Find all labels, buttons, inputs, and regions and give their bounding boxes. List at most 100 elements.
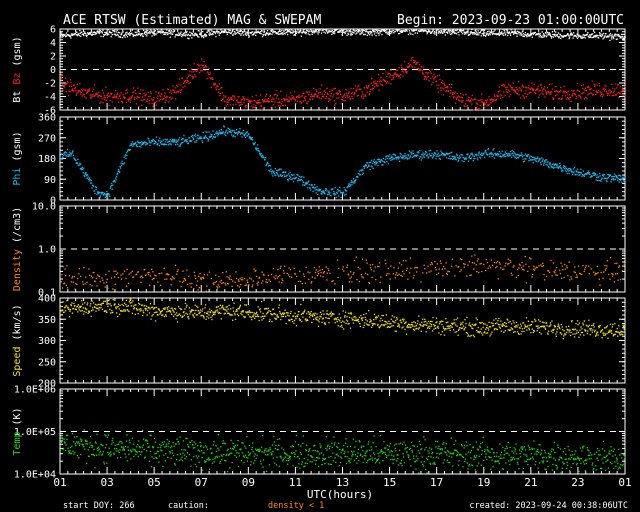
data-point (111, 101, 113, 103)
data-point (98, 307, 101, 309)
data-point (279, 267, 281, 269)
data-point (328, 31, 330, 33)
data-point (490, 32, 492, 34)
data-point (64, 268, 66, 270)
data-point (601, 95, 604, 97)
data-point (407, 278, 409, 280)
data-point (318, 266, 320, 268)
data-point (321, 268, 324, 271)
data-point (186, 30, 188, 33)
data-point (493, 261, 496, 264)
data-point (447, 270, 449, 272)
data-point (486, 99, 489, 101)
data-point (191, 282, 193, 285)
data-point (411, 66, 414, 68)
data-point (586, 33, 588, 35)
data-point (506, 31, 508, 33)
data-point (358, 280, 361, 283)
data-point (539, 158, 541, 160)
data-point (601, 33, 603, 35)
data-point (295, 30, 297, 32)
data-point (262, 273, 265, 276)
data-point (527, 35, 529, 37)
data-point (300, 35, 302, 37)
data-point (289, 92, 292, 94)
data-point (162, 139, 164, 141)
data-point (518, 31, 521, 34)
data-point (410, 57, 413, 59)
data-point (513, 89, 515, 91)
data-point (543, 162, 545, 164)
data-point (421, 70, 423, 72)
data-point (80, 163, 82, 165)
data-point (295, 32, 298, 34)
data-point (618, 174, 620, 177)
data-point (461, 154, 464, 156)
data-point (528, 160, 530, 162)
data-point (304, 31, 306, 33)
data-point (488, 153, 490, 155)
data-point (443, 83, 445, 85)
data-point (104, 96, 106, 98)
data-point (289, 176, 292, 178)
data-point (241, 32, 243, 35)
data-point (370, 31, 372, 33)
data-point (311, 95, 313, 97)
data-point (179, 32, 182, 34)
data-point (610, 34, 612, 37)
data-point (356, 278, 358, 281)
data-point (575, 96, 578, 98)
data-point (567, 97, 569, 99)
data-point (543, 164, 545, 166)
data-point (555, 90, 557, 92)
data-point (299, 270, 301, 273)
data-point (114, 31, 116, 33)
data-point (355, 256, 357, 258)
data-point (444, 86, 446, 89)
data-point (82, 281, 84, 283)
data-point (109, 30, 111, 32)
data-point (349, 34, 352, 36)
data-point (370, 267, 372, 269)
data-point (225, 284, 227, 286)
data-point (137, 140, 139, 142)
data-point (86, 308, 88, 311)
data-point (207, 71, 209, 73)
data-point (222, 99, 224, 101)
data-point (142, 96, 144, 98)
data-point (175, 84, 178, 86)
data-point (190, 140, 192, 143)
data-point (528, 34, 530, 36)
data-point (454, 275, 456, 277)
data-point (504, 153, 506, 156)
data-point (430, 72, 432, 75)
data-point (400, 31, 402, 33)
data-point (294, 98, 296, 100)
data-point (555, 164, 557, 166)
data-point (327, 191, 330, 193)
data-point (438, 155, 440, 157)
data-point (68, 275, 71, 277)
data-point (453, 155, 455, 157)
data-point (224, 282, 226, 284)
data-point (349, 183, 351, 186)
data-point (512, 154, 514, 156)
data-point (232, 280, 234, 282)
data-point (457, 28, 459, 30)
data-point (535, 159, 537, 161)
data-point (88, 178, 90, 180)
data-point (233, 95, 236, 97)
data-point (433, 32, 435, 34)
data-point (593, 172, 595, 174)
data-point (362, 93, 364, 95)
data-point (482, 154, 484, 157)
data-point (411, 156, 414, 159)
data-point (391, 155, 393, 157)
data-point (179, 280, 181, 283)
data-point (384, 158, 387, 161)
data-point (495, 99, 497, 101)
data-point (487, 147, 490, 150)
data-point (331, 280, 333, 283)
data-point (331, 89, 333, 91)
data-point (567, 275, 569, 277)
